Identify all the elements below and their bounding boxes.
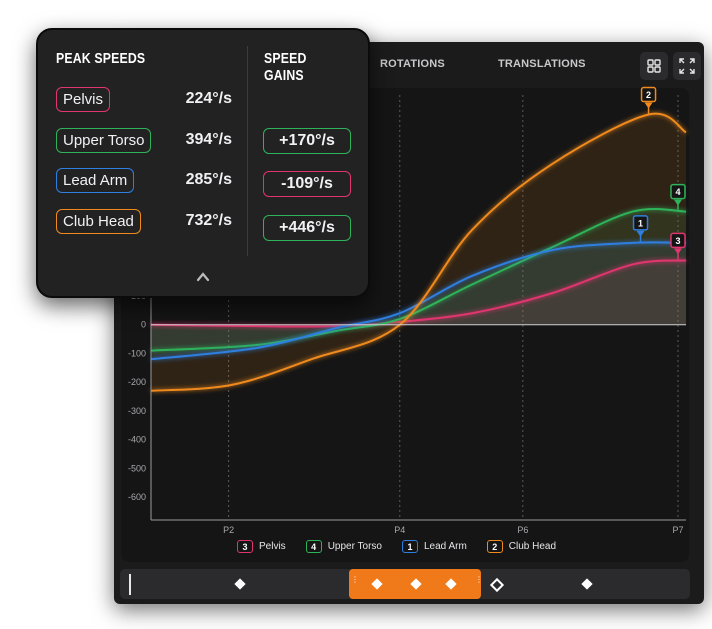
range-left-handle[interactable]: ⋮ bbox=[351, 575, 359, 584]
legend-label: Pelvis bbox=[259, 541, 286, 552]
series-area-lead-arm bbox=[151, 242, 686, 360]
svg-text:1: 1 bbox=[638, 218, 643, 228]
timeline-start-bar bbox=[129, 574, 131, 595]
expand-icon bbox=[679, 58, 695, 74]
legend-label: Upper Torso bbox=[327, 541, 382, 552]
fullscreen-button[interactable] bbox=[673, 52, 701, 80]
y-tick-label: -500 bbox=[128, 463, 146, 473]
peak-value-lead-arm: 285°/s bbox=[185, 171, 232, 188]
gain-torso-vs-pelvis: +170°/s bbox=[263, 128, 351, 154]
series-line-pelvis bbox=[150, 259, 687, 328]
peak-marker-1: 1 bbox=[632, 215, 649, 243]
timeline-keyframe[interactable] bbox=[581, 578, 594, 590]
x-tick-label: P4 bbox=[394, 525, 405, 535]
legend-item-lead-arm[interactable]: 1 Lead Arm bbox=[401, 540, 467, 553]
peak-label-lead-arm: Lead Arm bbox=[56, 168, 135, 193]
timeline-scrubber[interactable]: ⋮ ⋮ bbox=[120, 569, 690, 599]
peak-marker-4: 4 bbox=[670, 183, 686, 212]
y-tick-label: -300 bbox=[128, 406, 146, 416]
peak-marker-3: 3 bbox=[670, 232, 686, 261]
collapse-chevron-icon[interactable] bbox=[196, 270, 210, 284]
peak-label-pelvis: Pelvis bbox=[56, 87, 111, 112]
y-tick-label: -600 bbox=[128, 492, 146, 502]
timeline-keyframe[interactable] bbox=[234, 578, 246, 590]
svg-text:3: 3 bbox=[675, 236, 680, 246]
peak-value-upper-torso: 394°/s bbox=[185, 131, 232, 148]
series-area-club-head bbox=[151, 113, 686, 391]
legend-item-club-head[interactable]: 2 Club Head bbox=[486, 540, 557, 553]
peak-label-upper-torso: Upper Torso bbox=[56, 128, 152, 153]
peak-speeds-popup: PEAK SPEEDS SPEED GAINS Pelvis 224°/s Up… bbox=[36, 28, 370, 298]
peak-value-club-head: 732°/s bbox=[185, 212, 232, 229]
series-line-club-head bbox=[150, 112, 687, 392]
svg-text:4: 4 bbox=[675, 187, 680, 197]
peak-speeds-title: PEAK SPEEDS bbox=[56, 50, 146, 67]
peak-value-pelvis: 224°/s bbox=[185, 90, 232, 107]
grid-view-button[interactable] bbox=[640, 52, 668, 80]
y-tick-label: 0 bbox=[141, 320, 146, 330]
tab-rotations[interactable]: ROTATIONS bbox=[380, 58, 445, 70]
svg-text:2: 2 bbox=[646, 90, 651, 100]
series-area-pelvis bbox=[151, 260, 686, 327]
legend-badge: 1 bbox=[401, 540, 418, 553]
chart-legend: 3 Pelvis 4 Upper Torso 1 Lead Arm 2 Club Head bbox=[237, 540, 556, 553]
range-right-handle[interactable]: ⋮ bbox=[475, 575, 483, 584]
y-tick-label: -100 bbox=[128, 348, 146, 358]
gain-arm-vs-torso: -109°/s bbox=[263, 171, 351, 197]
series-line-upper-torso bbox=[150, 207, 687, 352]
legend-badge: 2 bbox=[486, 540, 503, 553]
legend-label: Club Head bbox=[508, 541, 557, 552]
y-tick-label: -200 bbox=[128, 377, 146, 387]
speed-gains-title: SPEED GAINS bbox=[264, 50, 307, 84]
tab-translations[interactable]: TRANSLATIONS bbox=[497, 58, 586, 70]
popup-divider bbox=[247, 46, 248, 256]
view-tabs: ROTATIONS TRANSLATIONS bbox=[380, 58, 639, 76]
y-tick-label: -400 bbox=[128, 435, 146, 445]
peak-marker-2: 2 bbox=[640, 86, 657, 115]
timeline-keyframe[interactable] bbox=[490, 577, 505, 593]
x-tick-label: P2 bbox=[223, 525, 234, 535]
x-tick-label: P6 bbox=[517, 525, 528, 535]
peak-label-club-head: Club Head bbox=[56, 209, 141, 234]
legend-badge: 3 bbox=[237, 540, 253, 553]
legend-badge: 4 bbox=[305, 540, 322, 553]
legend-item-pelvis[interactable]: 3 Pelvis bbox=[237, 540, 286, 553]
series-area-upper-torso bbox=[151, 208, 686, 351]
series-line-lead-arm bbox=[150, 241, 687, 361]
gain-club-vs-arm: +446°/s bbox=[263, 215, 351, 241]
x-tick-label: P7 bbox=[672, 525, 683, 535]
legend-item-upper-torso[interactable]: 4 Upper Torso bbox=[305, 540, 382, 553]
grid-icon bbox=[647, 59, 661, 73]
legend-label: Lead Arm bbox=[423, 541, 467, 552]
